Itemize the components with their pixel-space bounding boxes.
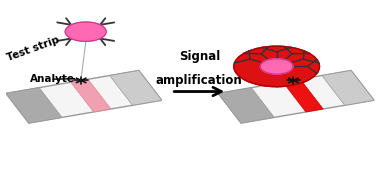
- Text: Analyte: Analyte: [30, 74, 75, 84]
- Polygon shape: [71, 79, 111, 112]
- Polygon shape: [283, 79, 323, 112]
- Polygon shape: [322, 70, 374, 105]
- Text: Signal: Signal: [179, 50, 220, 63]
- Circle shape: [260, 59, 293, 74]
- Polygon shape: [218, 70, 374, 123]
- Text: Test strip: Test strip: [6, 35, 61, 63]
- Polygon shape: [110, 70, 162, 105]
- Polygon shape: [6, 88, 62, 123]
- Circle shape: [234, 46, 319, 87]
- Polygon shape: [6, 70, 162, 123]
- Polygon shape: [218, 88, 274, 123]
- Circle shape: [65, 22, 106, 41]
- Text: amplification: amplification: [156, 74, 243, 87]
